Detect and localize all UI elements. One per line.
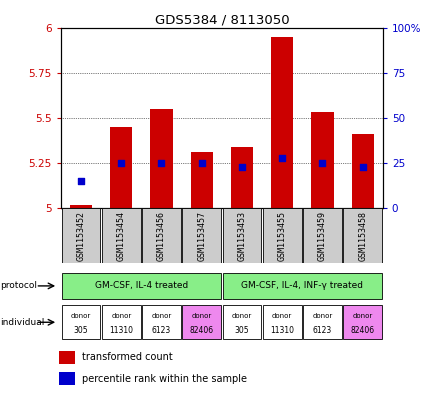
Text: GM-CSF, IL-4 treated: GM-CSF, IL-4 treated: [95, 281, 187, 290]
Bar: [351, 134, 373, 208]
Text: GSM1153457: GSM1153457: [197, 211, 206, 261]
Text: GSM1153454: GSM1153454: [116, 211, 125, 261]
Bar: [182, 305, 220, 339]
Text: donor: donor: [191, 313, 211, 319]
Bar: [342, 208, 381, 263]
Text: individual: individual: [0, 318, 45, 327]
Point: [358, 163, 365, 170]
Bar: [70, 205, 92, 208]
Point: [158, 160, 164, 166]
Text: donor: donor: [111, 313, 131, 319]
Bar: [302, 208, 341, 263]
Text: percentile rank within the sample: percentile rank within the sample: [82, 374, 247, 384]
Bar: [182, 208, 220, 263]
Bar: [302, 305, 341, 339]
Text: 6123: 6123: [312, 325, 331, 334]
Bar: [190, 152, 212, 208]
Bar: [142, 208, 181, 263]
Bar: [142, 305, 181, 339]
Bar: [262, 208, 301, 263]
Text: protocol: protocol: [0, 281, 37, 290]
Point: [77, 178, 84, 184]
Text: donor: donor: [71, 313, 91, 319]
Bar: [342, 305, 381, 339]
Text: 82406: 82406: [350, 325, 374, 334]
Text: 82406: 82406: [189, 325, 213, 334]
Text: 11310: 11310: [270, 325, 293, 334]
Text: GSM1153455: GSM1153455: [277, 211, 286, 261]
Text: GM-CSF, IL-4, INF-γ treated: GM-CSF, IL-4, INF-γ treated: [241, 281, 362, 290]
Text: 305: 305: [234, 325, 249, 334]
Point: [318, 160, 325, 166]
Text: 305: 305: [73, 325, 88, 334]
Text: donor: donor: [352, 313, 372, 319]
Bar: [222, 208, 261, 263]
Point: [238, 163, 245, 170]
Bar: [62, 208, 100, 263]
Text: donor: donor: [151, 313, 171, 319]
Bar: [270, 37, 293, 208]
Point: [198, 160, 205, 166]
Title: GDS5384 / 8113050: GDS5384 / 8113050: [154, 13, 289, 26]
Text: GSM1153458: GSM1153458: [357, 211, 366, 261]
Bar: [62, 273, 220, 299]
Point: [118, 160, 125, 166]
Text: GSM1153453: GSM1153453: [237, 211, 246, 261]
Bar: [150, 109, 172, 208]
Bar: [59, 351, 75, 364]
Text: donor: donor: [271, 313, 292, 319]
Bar: [222, 305, 261, 339]
Bar: [102, 305, 140, 339]
Text: donor: donor: [231, 313, 252, 319]
Bar: [102, 208, 140, 263]
Text: donor: donor: [312, 313, 332, 319]
Text: transformed count: transformed count: [82, 353, 172, 362]
Text: 6123: 6123: [151, 325, 171, 334]
Bar: [222, 273, 381, 299]
Text: 11310: 11310: [109, 325, 133, 334]
Bar: [230, 147, 253, 208]
Bar: [59, 372, 75, 386]
Bar: [311, 112, 333, 208]
Bar: [62, 305, 100, 339]
Bar: [262, 305, 301, 339]
Bar: [110, 127, 132, 208]
Text: GSM1153456: GSM1153456: [157, 211, 166, 261]
Text: GSM1153459: GSM1153459: [317, 211, 326, 261]
Point: [278, 154, 285, 161]
Text: GSM1153452: GSM1153452: [76, 211, 85, 261]
